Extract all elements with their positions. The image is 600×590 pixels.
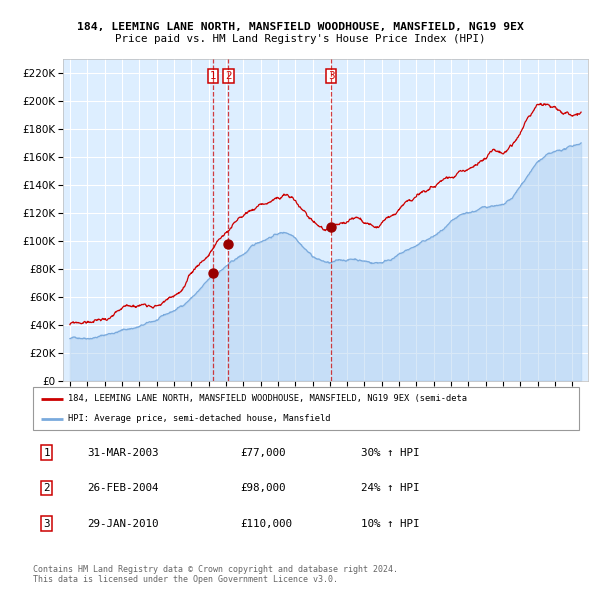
Text: 31-MAR-2003: 31-MAR-2003 <box>88 448 159 458</box>
Text: HPI: Average price, semi-detached house, Mansfield: HPI: Average price, semi-detached house,… <box>68 414 331 424</box>
Text: 3: 3 <box>328 71 335 81</box>
Text: 29-JAN-2010: 29-JAN-2010 <box>88 519 159 529</box>
Text: 26-FEB-2004: 26-FEB-2004 <box>88 483 159 493</box>
Text: 2: 2 <box>43 483 50 493</box>
Text: 184, LEEMING LANE NORTH, MANSFIELD WOODHOUSE, MANSFIELD, NG19 9EX (semi-deta: 184, LEEMING LANE NORTH, MANSFIELD WOODH… <box>68 395 467 404</box>
Text: 1: 1 <box>209 71 216 81</box>
Text: 30% ↑ HPI: 30% ↑ HPI <box>361 448 419 458</box>
Text: 2: 2 <box>225 71 232 81</box>
Text: £98,000: £98,000 <box>241 483 286 493</box>
Text: £110,000: £110,000 <box>241 519 292 529</box>
Text: 184, LEEMING LANE NORTH, MANSFIELD WOODHOUSE, MANSFIELD, NG19 9EX: 184, LEEMING LANE NORTH, MANSFIELD WOODH… <box>77 22 523 32</box>
Text: Price paid vs. HM Land Registry's House Price Index (HPI): Price paid vs. HM Land Registry's House … <box>115 34 485 44</box>
Text: 10% ↑ HPI: 10% ↑ HPI <box>361 519 419 529</box>
Text: 3: 3 <box>43 519 50 529</box>
Text: Contains HM Land Registry data © Crown copyright and database right 2024.
This d: Contains HM Land Registry data © Crown c… <box>33 565 398 584</box>
Text: £77,000: £77,000 <box>241 448 286 458</box>
Text: 24% ↑ HPI: 24% ↑ HPI <box>361 483 419 493</box>
Text: 1: 1 <box>43 448 50 458</box>
